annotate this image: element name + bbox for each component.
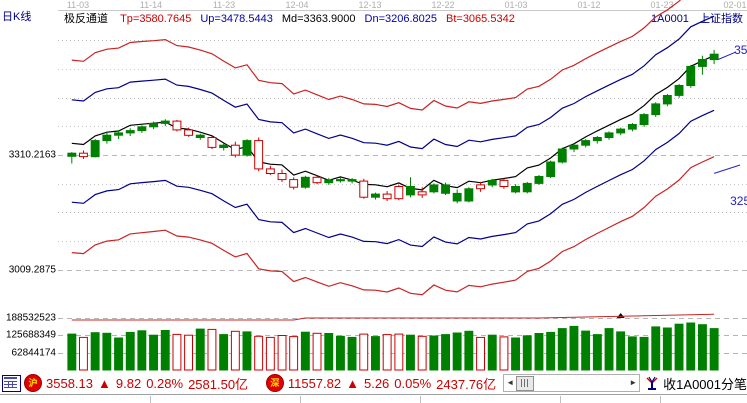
date-tick: 11-03: [66, 0, 90, 10]
panel-divider: [150, 396, 151, 403]
mid-annotation-label: 3254.1799: [730, 194, 747, 209]
date-tick: 01-12: [577, 0, 601, 10]
volume-plot: [58, 313, 747, 371]
security-header: 1A0001 上证指数: [651, 12, 743, 27]
volume-axis-label-2: 125688349: [5, 329, 56, 341]
sz-index-value: 11557.82: [287, 375, 342, 391]
date-tick: 12-04: [285, 0, 309, 10]
horizontal-scrollbar[interactable]: ◄ ►: [503, 374, 641, 392]
indicator-param-md: Md=3363.9000: [281, 13, 356, 25]
indicator-param-bt: Bt=3065.5342: [446, 13, 515, 25]
price-axis-label-2: 3009.2875: [8, 264, 56, 276]
calendar-icon[interactable]: [2, 374, 21, 392]
panel-divider: [420, 396, 421, 403]
panel-divider: [560, 396, 561, 403]
candlestick-plot: [58, 0, 747, 296]
scroll-left-arrow-icon[interactable]: ◄: [506, 378, 515, 387]
volume-pane[interactable]: [58, 312, 747, 371]
indicator-param-dn: Dn=3206.8025: [364, 13, 437, 25]
date-tick: 01-03: [504, 0, 528, 10]
panel-divider: [660, 396, 661, 403]
indicator-param-tp: Tp=3580.7645: [120, 13, 192, 25]
date-tick: 12-22: [431, 0, 455, 10]
sh-index-amount: 2581.50亿: [188, 376, 249, 392]
indicator-param-up: Up=3478.5443: [200, 13, 273, 25]
price-pane[interactable]: 3574.85 3254.1799: [58, 0, 747, 310]
date-tick: 02-01: [723, 0, 747, 10]
date-tick: 12-13: [358, 0, 382, 10]
date-axis: 11-03 11-14 11-23 12-04 12-13 12-22 01-03 01-12…: [0, 0, 747, 11]
date-tick: 11-14: [139, 0, 163, 10]
security-code[interactable]: 1A0001: [651, 13, 689, 25]
volume-axis-label-1: 188532523: [5, 312, 56, 324]
volume-axis-label-3: 62844174: [11, 347, 57, 359]
window-bottom-edge: [0, 394, 747, 403]
sz-index-percent: 0.05%: [394, 375, 432, 391]
indicator-header: 极反通道 Tp=3580.7645 Up=3478.5443 Md=3363.900…: [64, 12, 524, 27]
sh-index-arrow-icon: ▲: [98, 375, 111, 391]
sh-index-change: 9.82: [115, 375, 142, 391]
receiving-status-text: 收1A0001分笔: [663, 376, 747, 392]
chart-type-label[interactable]: 日K线: [2, 11, 32, 23]
panel-divider: [300, 396, 301, 403]
date-tick: 01-23: [650, 0, 674, 10]
sh-index-percent: 0.28%: [146, 375, 184, 391]
scroll-right-arrow-icon[interactable]: ►: [629, 378, 638, 387]
indicator-name[interactable]: 极反通道: [64, 13, 108, 25]
date-tick: 11-23: [212, 0, 236, 10]
axis-divider: [58, 10, 747, 11]
sh-index-value: 3558.13: [46, 375, 93, 391]
sh-index-badge[interactable]: 沪: [24, 374, 42, 392]
sz-index-arrow-icon: ▲: [346, 375, 359, 391]
status-bar: 沪 3558.13 ▲ 9.82 0.28% 2581.50亿 深 11557.…: [0, 371, 747, 394]
last-price-tag: 3574.85: [734, 42, 747, 57]
price-axis-label-1: 3310.2163: [8, 149, 56, 161]
sz-index-change: 5.26: [363, 375, 390, 391]
scrollbar-thumb[interactable]: [516, 375, 535, 391]
sz-index-badge[interactable]: 深: [265, 374, 284, 392]
antenna-icon: [644, 375, 660, 391]
sz-index-amount: 2437.76亿: [436, 376, 497, 392]
security-name[interactable]: 上证指数: [699, 13, 743, 25]
scrollbar-track[interactable]: [534, 376, 627, 390]
